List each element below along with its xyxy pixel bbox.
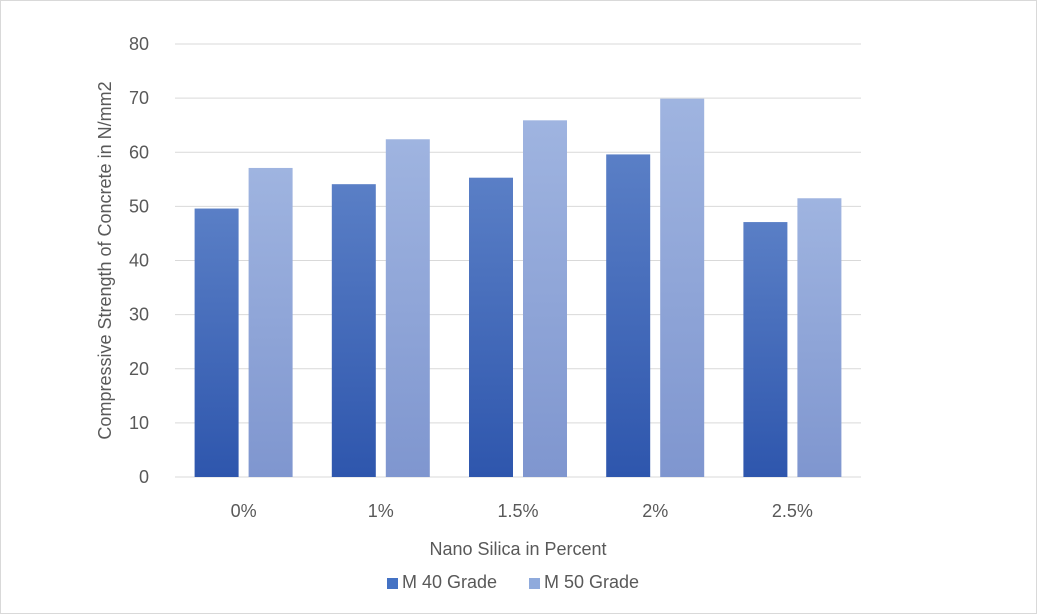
x-tick-label: 1% (368, 501, 394, 521)
x-tick-label: 0% (231, 501, 257, 521)
bar-m40-3 (606, 154, 651, 478)
bar-m40-2 (469, 177, 513, 477)
y-tick-label: 70 (129, 88, 149, 108)
y-tick-label: 20 (129, 359, 149, 379)
x-tick-label: 2.5% (772, 501, 813, 521)
bar-m40-0 (194, 208, 239, 478)
y-tick-label: 80 (129, 34, 149, 54)
bar-m50-0 (248, 167, 293, 478)
y-axis-title: Compressive Strength of Concrete in N/mm… (95, 81, 115, 439)
bar-m50-1 (385, 139, 430, 477)
y-tick-label: 0 (139, 467, 149, 487)
legend-label: M 50 Grade (544, 572, 639, 592)
y-tick-label: 60 (129, 142, 149, 162)
bar-m50-2 (523, 120, 567, 477)
bar-m50-4 (797, 198, 842, 477)
bar-m50-3 (660, 98, 705, 477)
x-tick-label: 2% (642, 501, 668, 521)
bar-m40-1 (331, 184, 376, 477)
legend: M 40 Grade M 50 Grade (387, 572, 639, 592)
legend-swatch (387, 578, 398, 589)
y-tick-labels: 0 10 20 30 40 50 60 70 80 (129, 34, 149, 487)
y-tick-label: 30 (129, 305, 149, 325)
y-tick-label: 10 (129, 413, 149, 433)
bars (194, 98, 842, 478)
legend-label: M 40 Grade (402, 572, 497, 592)
y-tick-label: 40 (129, 251, 149, 271)
x-tick-label: 1.5% (497, 501, 538, 521)
legend-swatch (529, 578, 540, 589)
bar-m40-4 (743, 222, 788, 477)
x-tick-labels: 0% 1% 1.5% 2% 2.5% (231, 501, 813, 521)
x-axis-title: Nano Silica in Percent (429, 539, 606, 559)
y-tick-label: 50 (129, 196, 149, 216)
